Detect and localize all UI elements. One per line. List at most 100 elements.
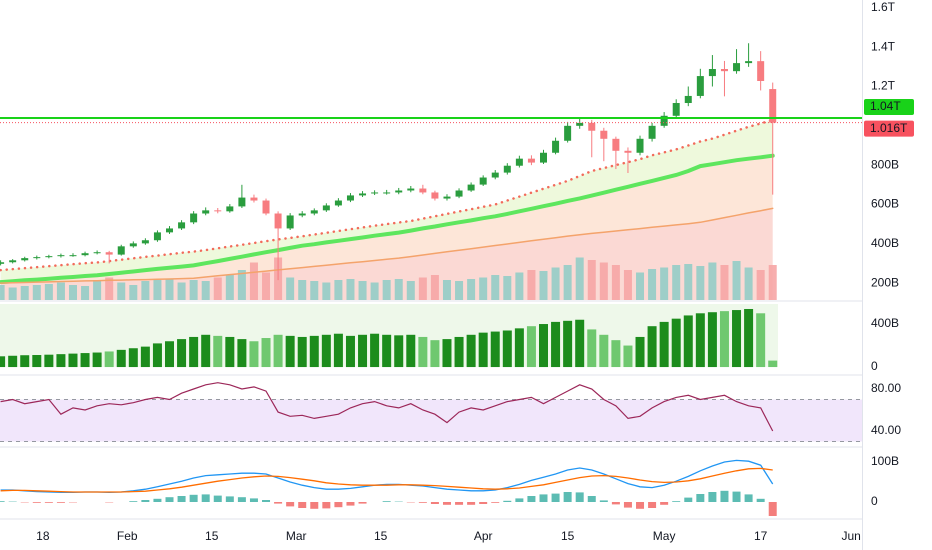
candle-body: [69, 255, 77, 257]
candle-body: [757, 61, 765, 81]
signal-line: [0, 467, 773, 493]
bar: [321, 334, 331, 368]
volume-bar: [201, 281, 210, 300]
bar: [671, 318, 681, 368]
candle-body: [117, 246, 125, 255]
histogram-bar: [56, 502, 65, 503]
x-tick-label: 15: [374, 529, 388, 543]
bar: [358, 334, 368, 368]
volume-bar: [334, 280, 343, 300]
bar: [623, 345, 633, 368]
price-axis: [862, 0, 932, 550]
histogram-bar: [249, 498, 258, 502]
bar: [0, 356, 6, 368]
candle-body: [769, 89, 777, 123]
histogram-bar: [672, 501, 681, 502]
bar: [68, 353, 78, 368]
histogram-bar: [599, 500, 608, 502]
candle-body: [600, 130, 608, 139]
candle-body: [515, 158, 523, 166]
candle-body: [431, 192, 439, 199]
volume-bar: [165, 279, 174, 300]
histogram-bar: [237, 497, 246, 502]
volume-bar: [418, 277, 427, 300]
x-tick-label: May: [653, 529, 676, 543]
candle-body: [395, 190, 403, 193]
bar: [430, 340, 440, 368]
bar: [140, 346, 150, 368]
histogram-bar: [455, 502, 464, 505]
histogram-bar: [213, 495, 222, 502]
volume-bar: [467, 279, 476, 300]
y-tick-label: 40.00: [871, 423, 901, 437]
bar: [768, 360, 778, 368]
bar: [370, 333, 380, 368]
bar: [418, 336, 428, 368]
volume-bar: [129, 285, 138, 300]
axis-layer: 1.6T 1.4T 1.2T 800B 600B 400B 200B 400B 0 80.00 40…: [36, 0, 914, 543]
histogram-bar: [310, 502, 319, 509]
histogram-bar: [32, 502, 41, 503]
bar: [406, 334, 416, 368]
bar: [635, 336, 645, 368]
volume-bar: [684, 264, 693, 300]
histogram-bar: [225, 496, 234, 502]
y-tick-label: 400B: [871, 316, 899, 330]
candle-body: [9, 260, 17, 263]
histogram-bar: [648, 502, 657, 508]
candle-body: [105, 252, 113, 255]
candle-body: [720, 69, 728, 72]
candle-body: [576, 122, 584, 126]
candle-body: [624, 150, 632, 153]
candle-body: [527, 158, 535, 163]
moving-average: [0, 153, 775, 285]
histogram-bar: [467, 502, 476, 505]
candle-body: [21, 258, 29, 261]
bar: [44, 354, 54, 368]
volume-bar: [213, 277, 222, 300]
bar: [8, 355, 18, 368]
bar: [56, 354, 66, 368]
volume-bar: [479, 277, 488, 300]
histogram-bar: [177, 496, 186, 502]
histogram-bar: [720, 490, 729, 502]
y-tick-label: 1.2T: [871, 79, 896, 93]
histogram-bar: [274, 502, 283, 504]
volume-bar: [539, 271, 548, 300]
candle-body: [419, 188, 427, 193]
bar: [152, 343, 162, 368]
candle-body: [93, 252, 101, 254]
volume-bar: [358, 281, 367, 300]
candle-body: [648, 125, 656, 139]
volume-bar: [56, 282, 65, 300]
volume-bar: [611, 265, 620, 300]
moving-average: [0, 207, 774, 284]
histogram-bar: [611, 502, 620, 505]
volume-bar: [551, 267, 560, 300]
histogram-bar: [153, 498, 162, 502]
volume-bar: [756, 270, 765, 300]
histogram-bar: [479, 502, 488, 504]
bar: [539, 324, 549, 368]
histogram-bar: [430, 502, 439, 504]
volume-bar: [322, 282, 331, 300]
bar: [478, 332, 488, 368]
volume-bar: [563, 265, 572, 300]
y-tick-label: 200B: [871, 275, 899, 289]
histogram-bar: [334, 502, 343, 508]
candle-body: [540, 152, 548, 163]
volume-bar: [117, 282, 126, 300]
bar: [177, 339, 187, 368]
volume-bar: [732, 261, 741, 300]
x-tick-label: 15: [561, 529, 575, 543]
bar: [237, 339, 247, 368]
candle-body: [346, 195, 354, 201]
candle-body: [588, 122, 596, 131]
candle-body: [443, 196, 451, 199]
candle-body: [33, 257, 41, 259]
candle-body: [612, 138, 620, 151]
price-label-box: [864, 98, 914, 115]
volume-bar: [0, 285, 5, 300]
volume-bar: [406, 281, 415, 300]
